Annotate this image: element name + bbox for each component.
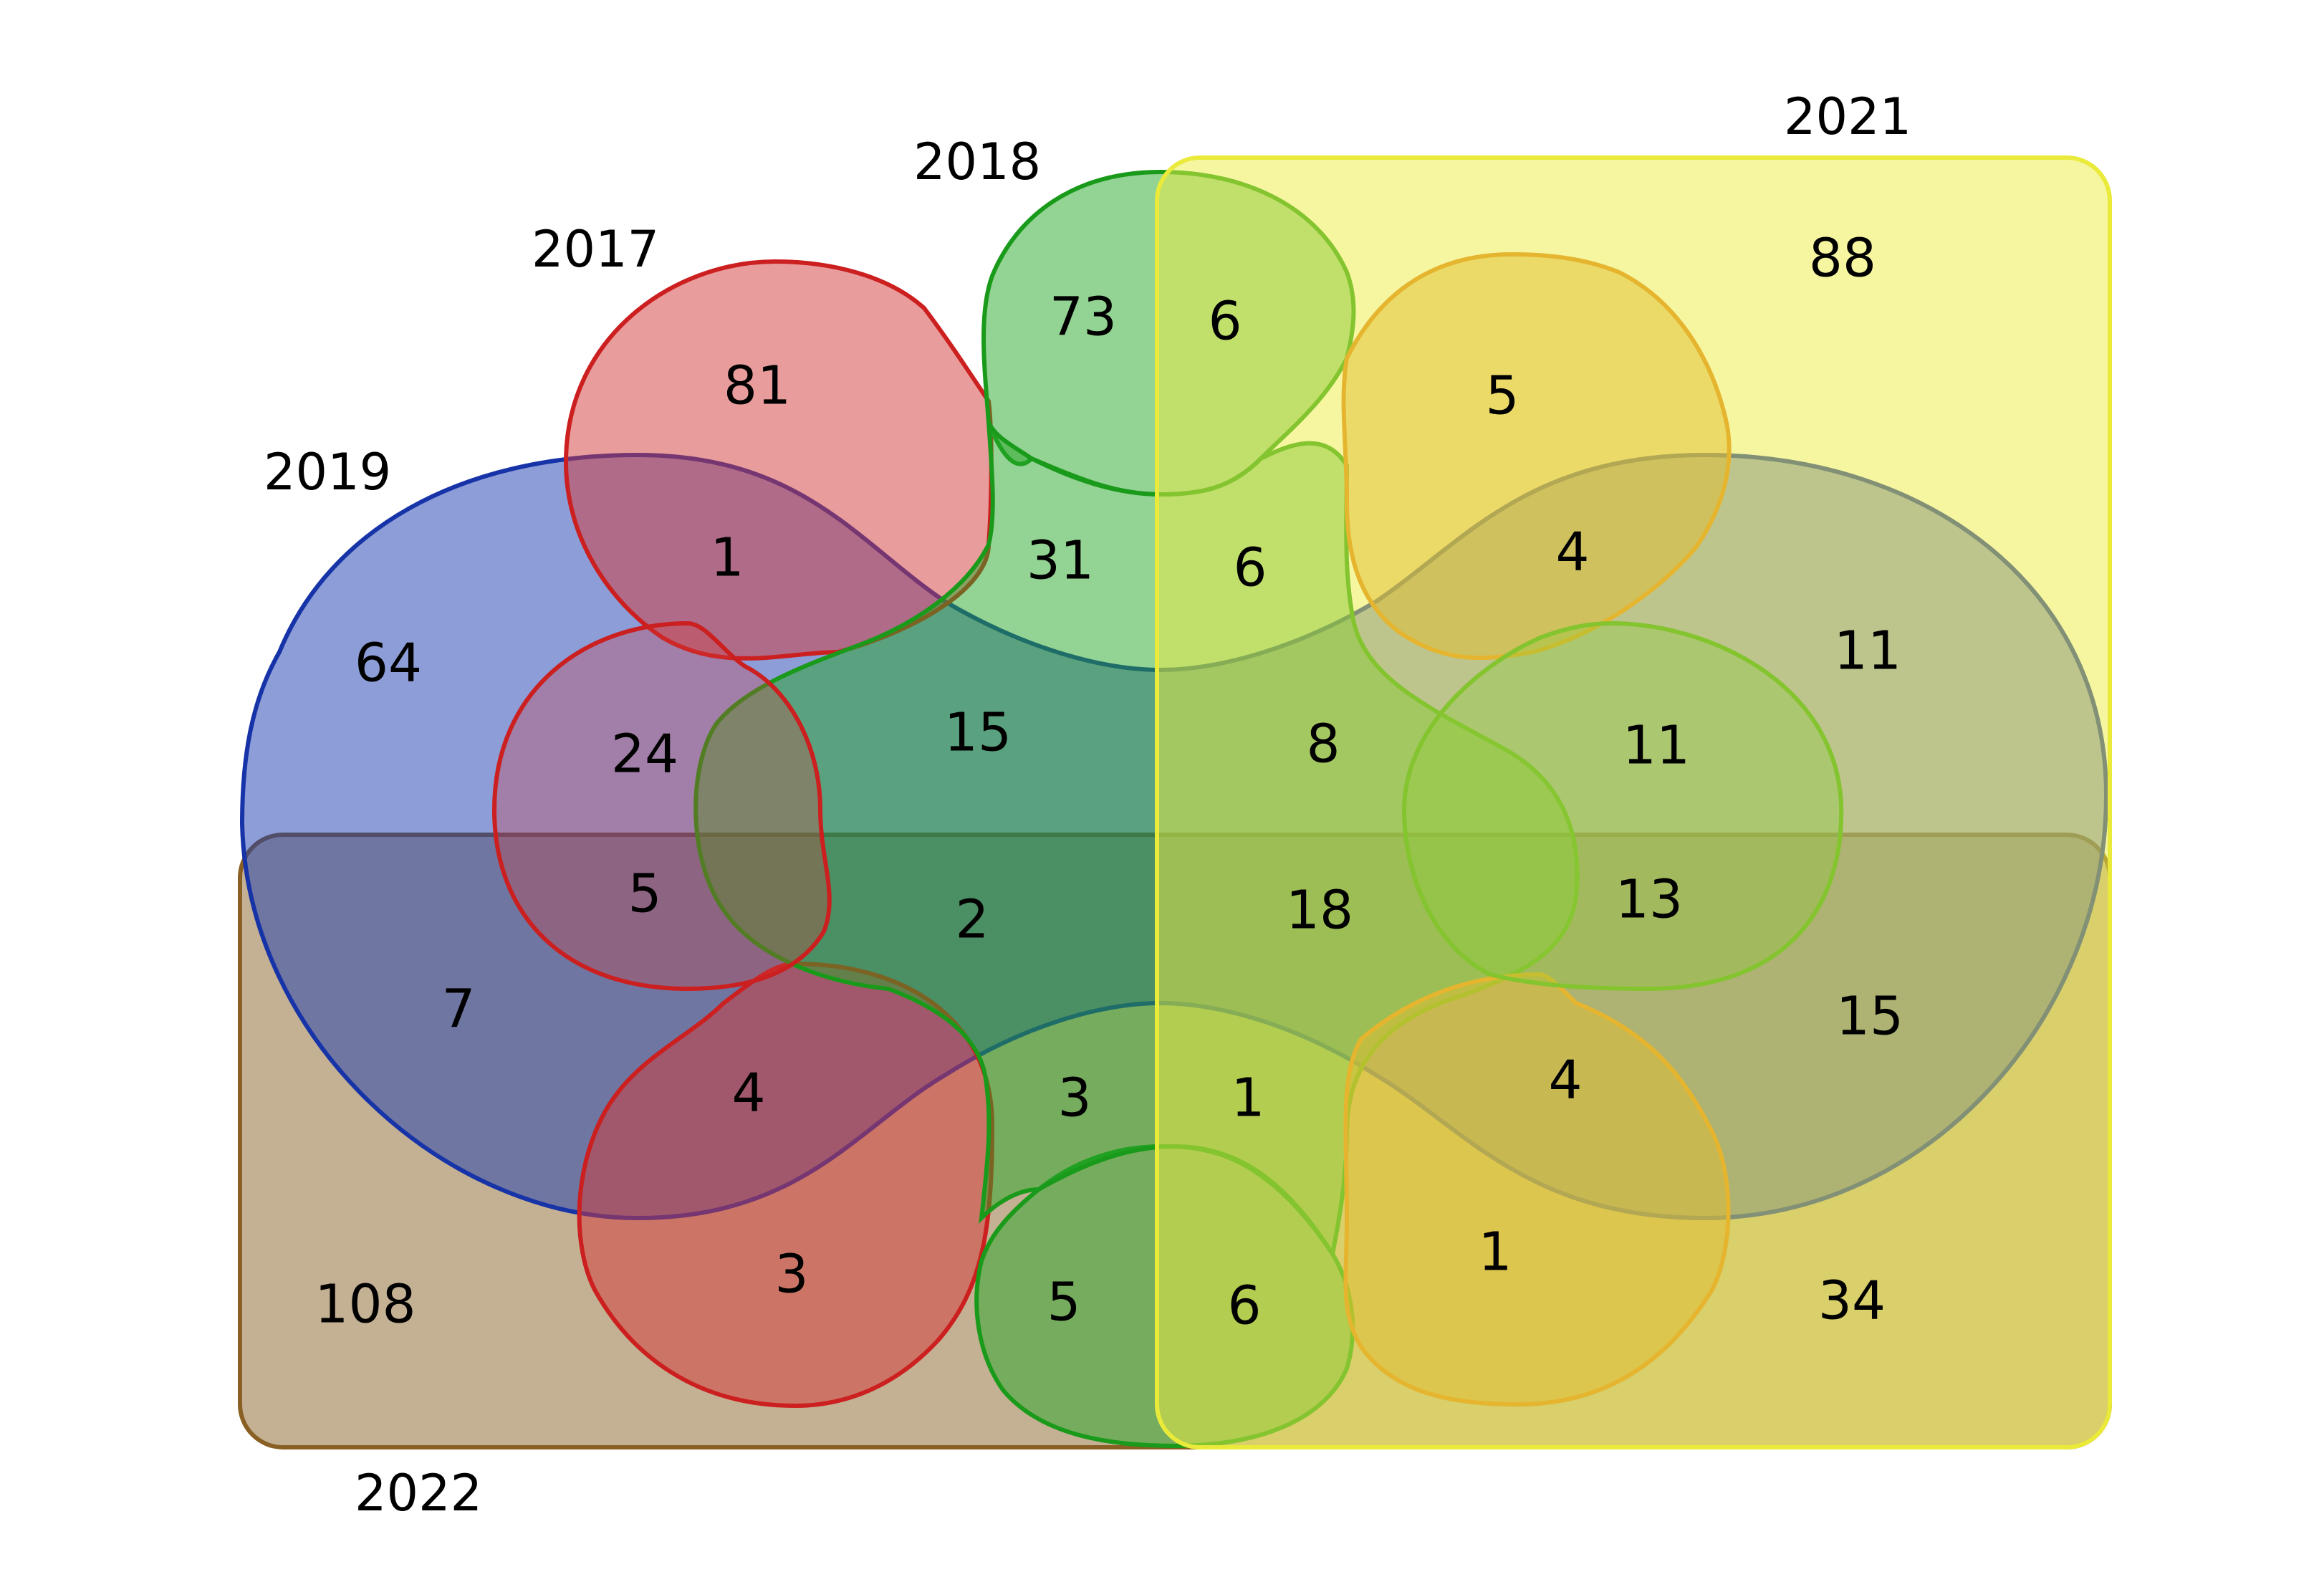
region-count: 7: [441, 979, 475, 1040]
region-count: 5: [1485, 365, 1519, 427]
set-label-2022: 2022: [355, 1464, 482, 1523]
region-count: 1: [1231, 1068, 1264, 1129]
region-count: 15: [944, 702, 1012, 764]
set-label-2021: 2021: [1784, 87, 1911, 146]
region-count: 6: [1208, 291, 1242, 353]
region-count: 31: [1027, 530, 1094, 592]
region-count: 6: [1233, 537, 1267, 599]
region-count: 5: [1047, 1272, 1080, 1333]
set-label-2019: 2019: [264, 443, 391, 502]
set-2017-lobe-top: [563, 259, 994, 661]
region-count: 11: [1834, 620, 1901, 682]
set-2017-core: [491, 620, 832, 992]
region-count: 108: [314, 1274, 416, 1336]
region-count: 4: [1555, 522, 1589, 583]
region-count: 11: [1623, 715, 1690, 777]
region-count: 4: [731, 1063, 765, 1124]
region-count: 3: [774, 1244, 808, 1305]
region-count: 15: [1836, 986, 1903, 1048]
set-label-2018: 2018: [913, 133, 1041, 191]
region-count: 1: [1478, 1222, 1512, 1283]
region-count: 3: [1057, 1068, 1091, 1129]
region-count: 24: [611, 724, 678, 785]
region-count: 18: [1286, 880, 1353, 941]
region-count: 2: [955, 889, 989, 951]
region-count: 5: [628, 863, 661, 925]
region-count: 81: [724, 355, 791, 417]
region-count: 1: [710, 527, 744, 589]
region-count: 88: [1809, 228, 1876, 289]
region-count: 13: [1615, 869, 1683, 931]
region-count: 8: [1306, 714, 1340, 775]
region-count: 4: [1548, 1050, 1582, 1111]
region-count: 34: [1818, 1270, 1886, 1332]
region-count: 73: [1050, 287, 1117, 348]
region-count: 6: [1227, 1275, 1261, 1337]
set-label-2017: 2017: [532, 220, 659, 279]
set-2021-shape: [1155, 155, 2112, 1449]
region-count: 64: [355, 633, 422, 694]
